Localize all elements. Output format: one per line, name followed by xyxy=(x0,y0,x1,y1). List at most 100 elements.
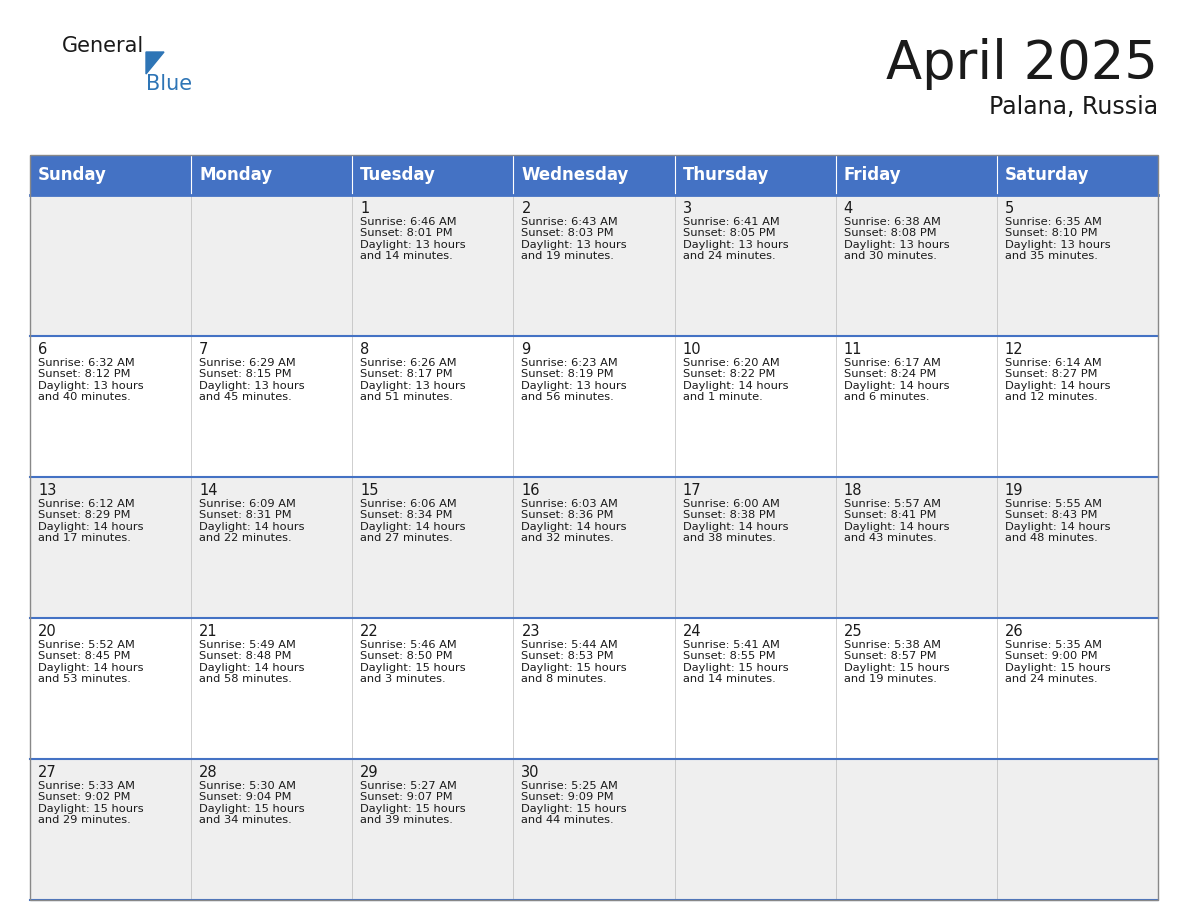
Bar xyxy=(30,477,191,618)
Bar xyxy=(835,336,997,477)
Text: and 8 minutes.: and 8 minutes. xyxy=(522,674,607,684)
Text: Daylight: 14 hours: Daylight: 14 hours xyxy=(683,521,788,532)
Text: Daylight: 14 hours: Daylight: 14 hours xyxy=(1005,381,1111,391)
Text: and 19 minutes.: and 19 minutes. xyxy=(843,674,936,684)
Text: and 48 minutes.: and 48 minutes. xyxy=(1005,533,1098,543)
Text: and 39 minutes.: and 39 minutes. xyxy=(360,815,453,825)
Text: 14: 14 xyxy=(200,483,217,498)
Text: Sunset: 8:48 PM: Sunset: 8:48 PM xyxy=(200,651,291,661)
Text: 4: 4 xyxy=(843,201,853,216)
Text: and 34 minutes.: and 34 minutes. xyxy=(200,815,292,825)
Bar xyxy=(675,195,835,336)
Text: and 14 minutes.: and 14 minutes. xyxy=(360,251,453,261)
Text: Daylight: 13 hours: Daylight: 13 hours xyxy=(1005,240,1111,250)
Text: Daylight: 13 hours: Daylight: 13 hours xyxy=(843,240,949,250)
Text: Sunset: 8:12 PM: Sunset: 8:12 PM xyxy=(38,369,131,379)
Bar xyxy=(675,759,835,900)
Text: Sunset: 8:38 PM: Sunset: 8:38 PM xyxy=(683,510,776,521)
Bar xyxy=(30,336,191,477)
Text: Friday: Friday xyxy=(843,166,902,184)
Text: 27: 27 xyxy=(38,765,57,780)
Text: Sunset: 8:43 PM: Sunset: 8:43 PM xyxy=(1005,510,1098,521)
Bar xyxy=(835,155,997,195)
Text: and 3 minutes.: and 3 minutes. xyxy=(360,674,446,684)
Text: 16: 16 xyxy=(522,483,539,498)
Bar xyxy=(513,759,675,900)
Bar xyxy=(997,336,1158,477)
Polygon shape xyxy=(146,52,164,74)
Text: Sunset: 8:24 PM: Sunset: 8:24 PM xyxy=(843,369,936,379)
Bar xyxy=(353,759,513,900)
Bar xyxy=(835,759,997,900)
Bar xyxy=(997,618,1158,759)
Text: 28: 28 xyxy=(200,765,217,780)
Text: Sunrise: 6:43 AM: Sunrise: 6:43 AM xyxy=(522,217,618,227)
Text: and 29 minutes.: and 29 minutes. xyxy=(38,815,131,825)
Bar xyxy=(30,759,191,900)
Text: Sunrise: 6:00 AM: Sunrise: 6:00 AM xyxy=(683,499,779,509)
Text: Sunset: 8:34 PM: Sunset: 8:34 PM xyxy=(360,510,453,521)
Text: Sunset: 8:05 PM: Sunset: 8:05 PM xyxy=(683,229,776,239)
Text: Daylight: 13 hours: Daylight: 13 hours xyxy=(360,381,466,391)
Text: Daylight: 13 hours: Daylight: 13 hours xyxy=(522,381,627,391)
Bar xyxy=(30,618,191,759)
Text: and 19 minutes.: and 19 minutes. xyxy=(522,251,614,261)
Text: Sunset: 8:01 PM: Sunset: 8:01 PM xyxy=(360,229,453,239)
Text: Daylight: 14 hours: Daylight: 14 hours xyxy=(843,381,949,391)
Text: Daylight: 13 hours: Daylight: 13 hours xyxy=(38,381,144,391)
Text: 18: 18 xyxy=(843,483,862,498)
Text: Sunrise: 6:17 AM: Sunrise: 6:17 AM xyxy=(843,358,941,368)
Text: 23: 23 xyxy=(522,624,539,639)
Text: Sunset: 8:31 PM: Sunset: 8:31 PM xyxy=(200,510,292,521)
Text: Daylight: 15 hours: Daylight: 15 hours xyxy=(200,803,305,813)
Text: Sunrise: 6:35 AM: Sunrise: 6:35 AM xyxy=(1005,217,1101,227)
Text: and 17 minutes.: and 17 minutes. xyxy=(38,533,131,543)
Bar xyxy=(353,195,513,336)
Bar xyxy=(997,195,1158,336)
Text: and 56 minutes.: and 56 minutes. xyxy=(522,392,614,402)
Text: 15: 15 xyxy=(360,483,379,498)
Text: Sunset: 8:50 PM: Sunset: 8:50 PM xyxy=(360,651,453,661)
Bar xyxy=(191,618,353,759)
Text: Daylight: 14 hours: Daylight: 14 hours xyxy=(360,521,466,532)
Text: Sunset: 8:29 PM: Sunset: 8:29 PM xyxy=(38,510,131,521)
Text: Daylight: 14 hours: Daylight: 14 hours xyxy=(683,381,788,391)
Bar xyxy=(675,618,835,759)
Text: Sunset: 8:17 PM: Sunset: 8:17 PM xyxy=(360,369,453,379)
Text: Daylight: 13 hours: Daylight: 13 hours xyxy=(360,240,466,250)
Text: Sunrise: 5:27 AM: Sunrise: 5:27 AM xyxy=(360,781,457,791)
Text: and 35 minutes.: and 35 minutes. xyxy=(1005,251,1098,261)
Bar xyxy=(191,759,353,900)
Bar xyxy=(30,195,191,336)
Text: Daylight: 14 hours: Daylight: 14 hours xyxy=(522,521,627,532)
Text: Daylight: 15 hours: Daylight: 15 hours xyxy=(1005,663,1111,673)
Text: and 53 minutes.: and 53 minutes. xyxy=(38,674,131,684)
Text: Sunrise: 5:46 AM: Sunrise: 5:46 AM xyxy=(360,640,457,650)
Text: and 45 minutes.: and 45 minutes. xyxy=(200,392,292,402)
Bar xyxy=(835,477,997,618)
Bar xyxy=(30,155,1158,900)
Text: 26: 26 xyxy=(1005,624,1024,639)
Text: Sunset: 8:27 PM: Sunset: 8:27 PM xyxy=(1005,369,1098,379)
Text: 30: 30 xyxy=(522,765,539,780)
Text: Wednesday: Wednesday xyxy=(522,166,628,184)
Text: Daylight: 15 hours: Daylight: 15 hours xyxy=(522,663,627,673)
Text: 17: 17 xyxy=(683,483,701,498)
Bar xyxy=(513,155,675,195)
Text: Sunset: 8:22 PM: Sunset: 8:22 PM xyxy=(683,369,775,379)
Text: Monday: Monday xyxy=(200,166,272,184)
Bar xyxy=(675,155,835,195)
Text: Sunset: 8:15 PM: Sunset: 8:15 PM xyxy=(200,369,292,379)
Text: 24: 24 xyxy=(683,624,701,639)
Text: Tuesday: Tuesday xyxy=(360,166,436,184)
Text: and 44 minutes.: and 44 minutes. xyxy=(522,815,614,825)
Text: Sunset: 8:19 PM: Sunset: 8:19 PM xyxy=(522,369,614,379)
Text: 8: 8 xyxy=(360,342,369,357)
Text: and 43 minutes.: and 43 minutes. xyxy=(843,533,936,543)
Text: Saturday: Saturday xyxy=(1005,166,1089,184)
Text: 1: 1 xyxy=(360,201,369,216)
Text: Sunrise: 5:30 AM: Sunrise: 5:30 AM xyxy=(200,781,296,791)
Text: Sunrise: 6:14 AM: Sunrise: 6:14 AM xyxy=(1005,358,1101,368)
Text: 10: 10 xyxy=(683,342,701,357)
Text: and 30 minutes.: and 30 minutes. xyxy=(843,251,936,261)
